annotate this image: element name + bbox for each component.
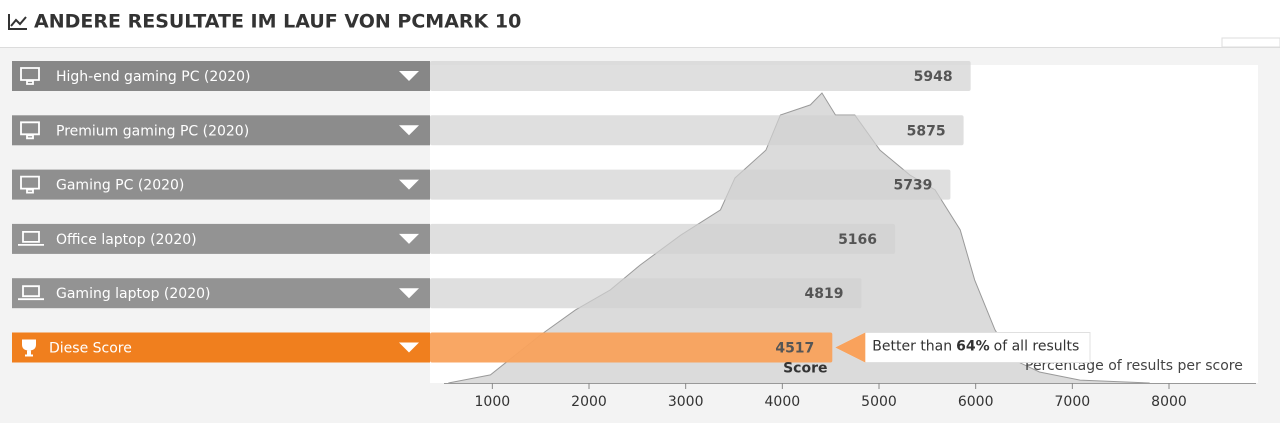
row-label: Premium gaming PC (2020) [56, 123, 249, 139]
row-label-box[interactable] [12, 115, 430, 146]
row-label: Diese Score [49, 341, 132, 357]
callout-arrow [835, 332, 866, 363]
x-tick-label: 7000 [1055, 394, 1091, 410]
x-tick-label: 8000 [1151, 394, 1187, 410]
row-label-box[interactable] [12, 278, 430, 309]
monitor-icon [20, 67, 40, 85]
x-tick-label: 6000 [958, 394, 994, 410]
chart-title: ANDERE RESULTATE IM LAUF VON PCMARK 10 [34, 11, 521, 33]
callout-part: of all results [994, 339, 1080, 355]
trophy-icon [22, 339, 36, 357]
value-label: 4517 [775, 341, 814, 357]
row-label: High-end gaming PC (2020) [56, 69, 250, 85]
bar [430, 223, 896, 254]
dropdown-arrow [399, 288, 419, 299]
row-label: Gaming PC (2020) [56, 178, 184, 194]
row-label: Office laptop (2020) [56, 232, 197, 248]
value-label: 5739 [893, 178, 932, 194]
value-label: 5166 [838, 232, 877, 248]
dropdown-arrow [399, 179, 419, 190]
row-label-box[interactable] [12, 61, 430, 91]
x-tick-label: 5000 [861, 394, 897, 410]
x-tick-label: 3000 [668, 394, 704, 410]
score-label: Score [783, 361, 827, 377]
dropdown-arrow [399, 342, 419, 353]
input-edge [1221, 37, 1280, 48]
row-label: Gaming laptop (2020) [56, 286, 210, 302]
callout-text: Better than 64% of all results [872, 339, 1079, 355]
x-tick-label: 2000 [571, 394, 607, 410]
bar [430, 332, 833, 363]
monitor-icon [20, 121, 40, 140]
value-label: 5875 [907, 123, 946, 139]
bar [430, 61, 971, 91]
row-label-box[interactable] [12, 332, 430, 363]
x-tick-label: 4000 [765, 394, 801, 410]
dropdown-arrow [399, 125, 419, 136]
laptop-icon [18, 231, 44, 246]
x-tick-label: 1000 [475, 394, 511, 410]
dropdown-arrow [399, 71, 419, 81]
row-label-box[interactable] [12, 169, 430, 200]
callout-part: Better than [872, 339, 952, 355]
chart-icon [8, 14, 27, 30]
monitor-icon [20, 175, 40, 194]
bar [430, 115, 964, 146]
value-label: 5948 [914, 69, 953, 85]
header [0, 0, 1280, 47]
dropdown-arrow [399, 233, 419, 244]
callout-part: 64% [956, 339, 990, 355]
bar [430, 278, 862, 309]
value-label: 4819 [805, 286, 844, 302]
laptop-icon [18, 285, 44, 301]
row-label-box[interactable] [12, 223, 430, 254]
bar [430, 169, 951, 200]
